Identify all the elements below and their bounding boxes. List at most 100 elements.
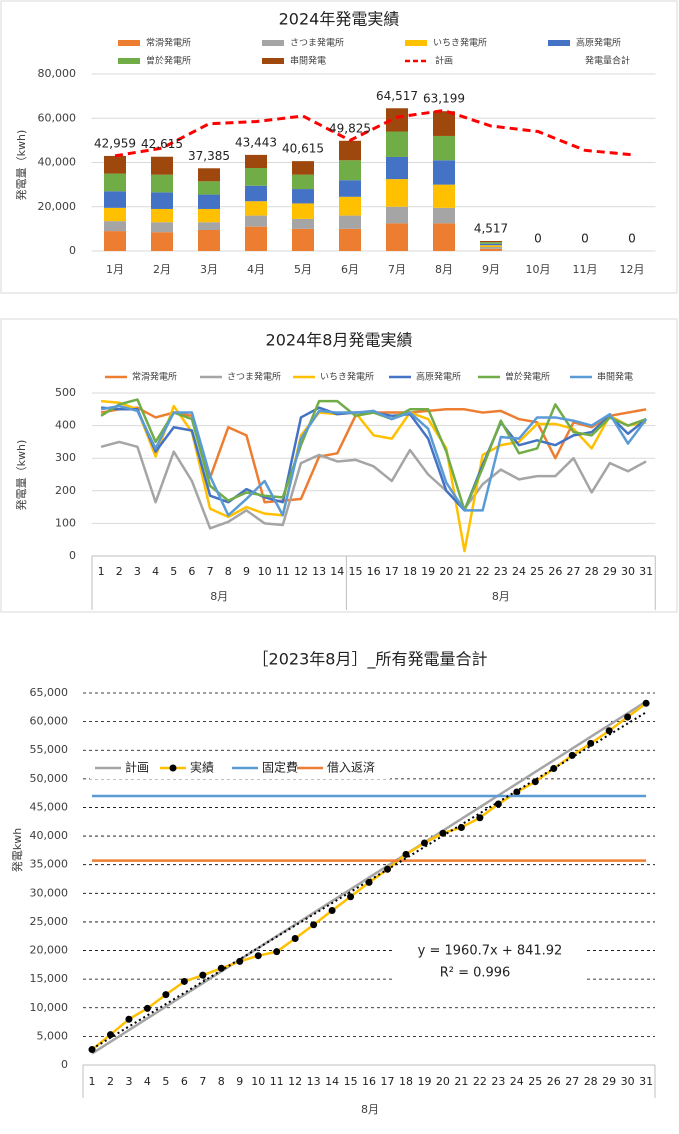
legend-marker — [169, 764, 177, 772]
x-tick-label: 26 — [548, 565, 562, 578]
chart-title: ［2023年8月］_所有発電量合計 — [253, 650, 488, 670]
trend-r2: R² = 0.996 — [440, 966, 511, 981]
y-tick-label: 80,000 — [38, 67, 77, 80]
total-label: 0 — [581, 232, 589, 246]
total-label: 49,825 — [329, 121, 371, 135]
y-tick-label: 30,000 — [30, 886, 69, 899]
series-line — [100, 440, 647, 530]
x-tick-label: 5月 — [294, 263, 312, 276]
y-tick-label: 45,000 — [30, 800, 69, 813]
x-tick-label: 3月 — [200, 263, 218, 276]
total-label: 42,959 — [94, 136, 136, 150]
x-tick-label: 12 — [294, 565, 308, 578]
y-tick-label: 55,000 — [30, 743, 69, 756]
bar-segment — [386, 156, 408, 180]
point — [605, 727, 613, 735]
series-line — [100, 398, 647, 512]
x-tick-label: 29 — [603, 565, 617, 578]
x-tick-label: 7 — [199, 1075, 206, 1088]
x-tick-label: 7月 — [388, 263, 406, 276]
equation-box — [392, 940, 587, 984]
legend-label: 固定費 — [262, 760, 298, 775]
bar-segment — [339, 215, 361, 229]
x-tick-label: 5 — [162, 1075, 169, 1088]
total-label: 40,615 — [282, 142, 324, 156]
point — [162, 991, 170, 999]
bar-segment — [151, 208, 173, 223]
legend-label: 発電量合計 — [585, 55, 630, 67]
point — [143, 1004, 151, 1012]
bar-segment — [151, 174, 173, 193]
legend-label: 串間発電 — [290, 55, 326, 67]
plan-line — [114, 108, 633, 158]
bar-segment — [433, 135, 455, 161]
legend-label: さつま発電所 — [290, 37, 344, 49]
bar-segment — [104, 231, 126, 251]
point — [106, 1031, 114, 1039]
legend-label: 曽於発電所 — [146, 55, 191, 67]
bar-segment — [292, 218, 314, 229]
bar-segment — [480, 242, 502, 244]
bar-segment — [292, 189, 314, 204]
legend-label: 高原発電所 — [576, 37, 621, 49]
y-tick-label: 15,000 — [30, 972, 69, 985]
x-tick-label: 15 — [344, 1075, 358, 1088]
total-label: 42,615 — [141, 137, 183, 151]
legend-label: いちき発電所 — [433, 37, 487, 49]
x-tick-label: 31 — [639, 1075, 653, 1088]
x-axis-label: 8月 — [361, 1103, 379, 1116]
legend-label: 計画 — [125, 760, 149, 775]
bar-segment — [198, 181, 220, 195]
point — [236, 957, 244, 965]
x-tick-label: 14 — [325, 1075, 339, 1088]
series-line — [100, 404, 648, 517]
bar-segment — [245, 185, 267, 202]
x-tick-label: 10月 — [526, 263, 551, 276]
x-tick-label: 16 — [362, 1075, 376, 1088]
total-label: 63,199 — [423, 92, 465, 106]
point — [291, 935, 299, 943]
bar-segment — [339, 228, 361, 251]
x-tick-label: 29 — [602, 1075, 616, 1088]
legend-swatch — [262, 58, 284, 64]
bar-segment — [151, 222, 173, 233]
group-label: 8月 — [492, 590, 510, 603]
y-tick-label: 60,000 — [38, 111, 77, 124]
x-tick-label: 18 — [403, 565, 417, 578]
bar-segment — [104, 207, 126, 222]
legend-swatch — [548, 40, 570, 46]
total-label: 0 — [534, 232, 542, 246]
legend-label: 計画 — [435, 55, 453, 67]
y-tick-label: 65,000 — [30, 686, 69, 699]
y-tick-label: 35,000 — [30, 858, 69, 871]
x-tick-label: 25 — [530, 565, 544, 578]
total-label: 37,385 — [188, 149, 230, 163]
bar-segment — [480, 241, 502, 243]
bar-segment — [386, 131, 408, 157]
bar-segment — [433, 184, 455, 208]
x-tick-label: 12 — [288, 1075, 302, 1088]
x-tick-label: 17 — [385, 565, 399, 578]
y-tick-label: 60,000 — [30, 715, 69, 728]
bar-segment — [151, 192, 173, 209]
legend-label: 常滑発電所 — [132, 371, 177, 383]
x-tick-label: 7 — [207, 565, 214, 578]
x-tick-label: 15 — [348, 565, 362, 578]
bar-segment — [292, 203, 314, 219]
bar-segment — [480, 248, 502, 251]
point — [328, 906, 336, 914]
series-line — [91, 700, 647, 1055]
x-tick-label: 13 — [307, 1075, 321, 1088]
x-tick-label: 2 — [116, 565, 123, 578]
bar-segment — [151, 232, 173, 251]
x-tick-label: 18 — [399, 1075, 413, 1088]
y-tick-label: 200 — [55, 484, 76, 497]
point — [125, 1015, 133, 1023]
point — [420, 839, 428, 847]
x-tick-label: 14 — [330, 565, 344, 578]
bar-segment — [292, 174, 314, 190]
x-tick-label: 13 — [312, 565, 326, 578]
x-tick-label: 22 — [476, 565, 490, 578]
x-tick-label: 19 — [417, 1075, 431, 1088]
